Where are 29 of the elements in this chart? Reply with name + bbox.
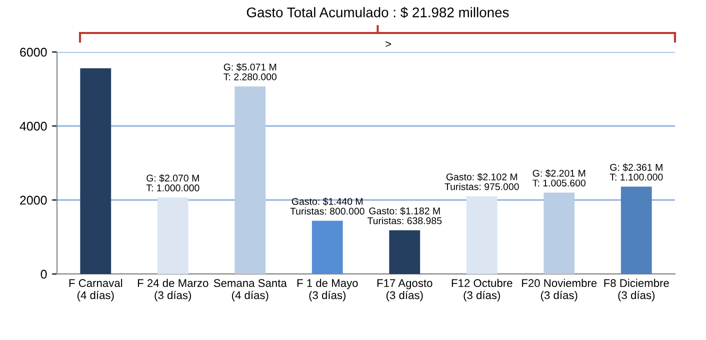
bar [157, 197, 188, 274]
data-label: Gasto: $1.440 M Turistas: 800.000 [290, 198, 364, 215]
data-label: G: $2.361 M T: 1.100.000 [610, 163, 663, 181]
y-tick-label: 2000 [20, 196, 47, 205]
x-tick-label: F Carnaval (4 días) [69, 278, 122, 302]
x-tick-label: F20 Noviembre (3 días) [522, 278, 597, 302]
text: > [386, 41, 391, 47]
bar [466, 196, 498, 274]
bar [620, 186, 652, 274]
chart-title: Gasto Total Acumulado : $ 21.982 millones [246, 6, 509, 18]
x-tick-label: F17 Agosto (3 días) [377, 279, 432, 302]
y-tick-label: 0 [40, 270, 47, 279]
x-tick-label: F 24 de Marzo (3 días) [138, 278, 208, 302]
data-label: Gasto: $1.182 M Turistas: 638.985 [367, 207, 442, 224]
x-tick-label: F12 Octubre (3 días) [452, 278, 512, 302]
y-tick-label: 4000 [20, 122, 47, 131]
x-tick-label: F8 Diciembre (3 días) [604, 278, 669, 302]
data-label: Gasto: $2.102 M Turistas: 975.000 [444, 173, 519, 190]
bar [80, 68, 112, 274]
x-tick-label: Semana Santa (4 días) [214, 279, 287, 302]
bar [312, 220, 343, 274]
data-label: G: $2.201 M T: 1.005.600 [532, 169, 586, 186]
bar [389, 230, 420, 274]
x-tick-label: F 1 de Mayo (3 días) [297, 278, 358, 302]
bar [234, 86, 266, 274]
data-label: G: $5.071 M T: 2.280.000 [224, 63, 277, 80]
bar [544, 192, 575, 274]
y-tick-label: 6000 [20, 48, 47, 57]
data-label: G: $2.070 M T: 1.000.000 [146, 174, 200, 192]
